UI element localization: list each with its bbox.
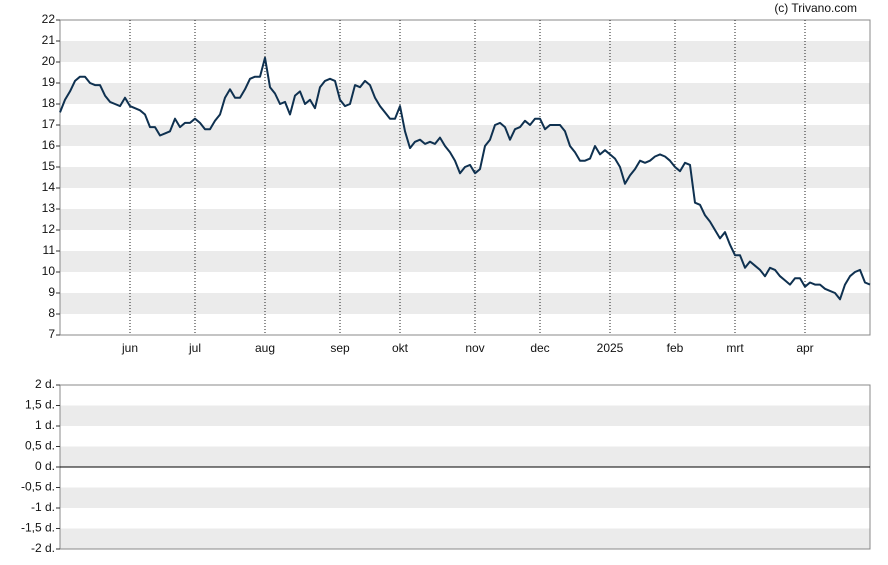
x-tick-label: apr	[796, 341, 813, 355]
y-tick-label: 21	[42, 33, 56, 47]
band	[60, 446, 870, 467]
y-tick-label: 7	[48, 327, 55, 341]
band	[60, 125, 870, 146]
x-tick-label: okt	[392, 341, 409, 355]
band	[60, 167, 870, 188]
x-tick-label: mrt	[726, 341, 744, 355]
y-tick-label: 17	[42, 117, 56, 131]
y-tick-label: 22	[42, 12, 56, 26]
x-tick-label: feb	[667, 341, 684, 355]
x-tick-label: nov	[465, 341, 484, 355]
band	[60, 83, 870, 104]
x-tick-label: sep	[330, 341, 350, 355]
y-tick-label: 18	[42, 96, 56, 110]
y-tick-label: 9	[48, 285, 55, 299]
x-tick-label: aug	[255, 341, 275, 355]
band	[60, 41, 870, 62]
y-tick-label: 15	[42, 159, 56, 173]
y-tick-label: 8	[48, 306, 55, 320]
y-tick-label: 20	[42, 54, 56, 68]
credit: (c) Trivano.com	[774, 1, 857, 15]
x-tick-label: 2025	[597, 341, 624, 355]
y-tick-label: 14	[42, 180, 56, 194]
y-tick-label: 1,5 d.	[25, 398, 55, 412]
band	[60, 293, 870, 314]
y-tick-label: 11	[43, 243, 56, 257]
band	[60, 251, 870, 272]
plot-frame	[59, 19, 871, 336]
y-tick-label: -1 d.	[31, 500, 55, 514]
x-tick-label: jun	[121, 341, 138, 355]
y-tick-label: 10	[42, 264, 56, 278]
band	[60, 209, 870, 230]
price-line	[59, 56, 871, 301]
band	[60, 528, 870, 549]
y-tick-label: 19	[42, 75, 56, 89]
y-tick-label: 16	[42, 138, 56, 152]
y-tick-label: 0,5 d.	[25, 439, 55, 453]
y-tick-label: 1 d.	[35, 418, 55, 432]
y-tick-label: 2 d.	[35, 377, 55, 391]
y-tick-label: 12	[42, 222, 56, 236]
y-tick-label: 13	[42, 201, 56, 215]
y-tick-label: -2 d.	[31, 541, 55, 555]
band	[60, 405, 870, 426]
x-tick-label: dec	[530, 341, 549, 355]
y-tick-label: -1,5 d.	[21, 521, 55, 535]
y-tick-label: -0,5 d.	[21, 480, 55, 494]
x-tick-label: jul	[188, 341, 201, 355]
band	[60, 487, 870, 508]
y-tick-label: 0 d.	[35, 459, 55, 473]
